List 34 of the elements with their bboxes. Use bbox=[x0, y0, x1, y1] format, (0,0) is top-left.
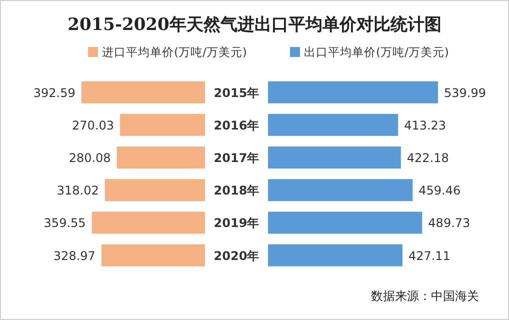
bar bbox=[268, 114, 398, 136]
bar bbox=[268, 146, 401, 168]
bar bbox=[104, 179, 205, 202]
data-label: 422.18 bbox=[406, 151, 449, 165]
y-tick-label: 2020年 bbox=[214, 248, 260, 263]
y-tick-label: 2016年 bbox=[214, 118, 260, 132]
text: 2015-2020年天然气进出口平均单价对比统计图 bbox=[68, 15, 442, 35]
data-label: 427.11 bbox=[408, 248, 450, 263]
data-label: 459.46 bbox=[418, 184, 461, 198]
data-label: 539.99 bbox=[444, 86, 486, 100]
bar bbox=[81, 81, 205, 104]
y-tick-label: 2017年 bbox=[214, 151, 260, 165]
bar bbox=[268, 212, 422, 234]
data-label: 359.55 bbox=[44, 216, 86, 230]
bar bbox=[92, 212, 205, 234]
bar bbox=[268, 81, 438, 104]
y-tick-label: 2018年 bbox=[214, 184, 260, 198]
legend-label: 进口平均单价(万吨/万美元) bbox=[102, 45, 247, 59]
bar bbox=[268, 244, 402, 266]
bar bbox=[116, 146, 205, 168]
data-label: 489.73 bbox=[428, 216, 470, 230]
bar bbox=[268, 179, 413, 202]
data-label: 328.97 bbox=[53, 248, 96, 263]
data-label: 413.23 bbox=[404, 118, 446, 132]
source-note: 数据来源：中国海关 bbox=[371, 289, 479, 303]
y-tick-label: 2015年 bbox=[214, 86, 260, 100]
y-tick-label: 2019年 bbox=[214, 216, 260, 230]
bar bbox=[120, 114, 205, 136]
data-label: 270.03 bbox=[72, 118, 114, 132]
bar bbox=[101, 244, 205, 266]
legend-label: 出口平均单价(万吨/万美元) bbox=[304, 45, 449, 59]
data-label: 280.08 bbox=[68, 151, 111, 165]
data-label: 318.02 bbox=[56, 184, 99, 198]
data-label: 392.59 bbox=[33, 86, 76, 100]
